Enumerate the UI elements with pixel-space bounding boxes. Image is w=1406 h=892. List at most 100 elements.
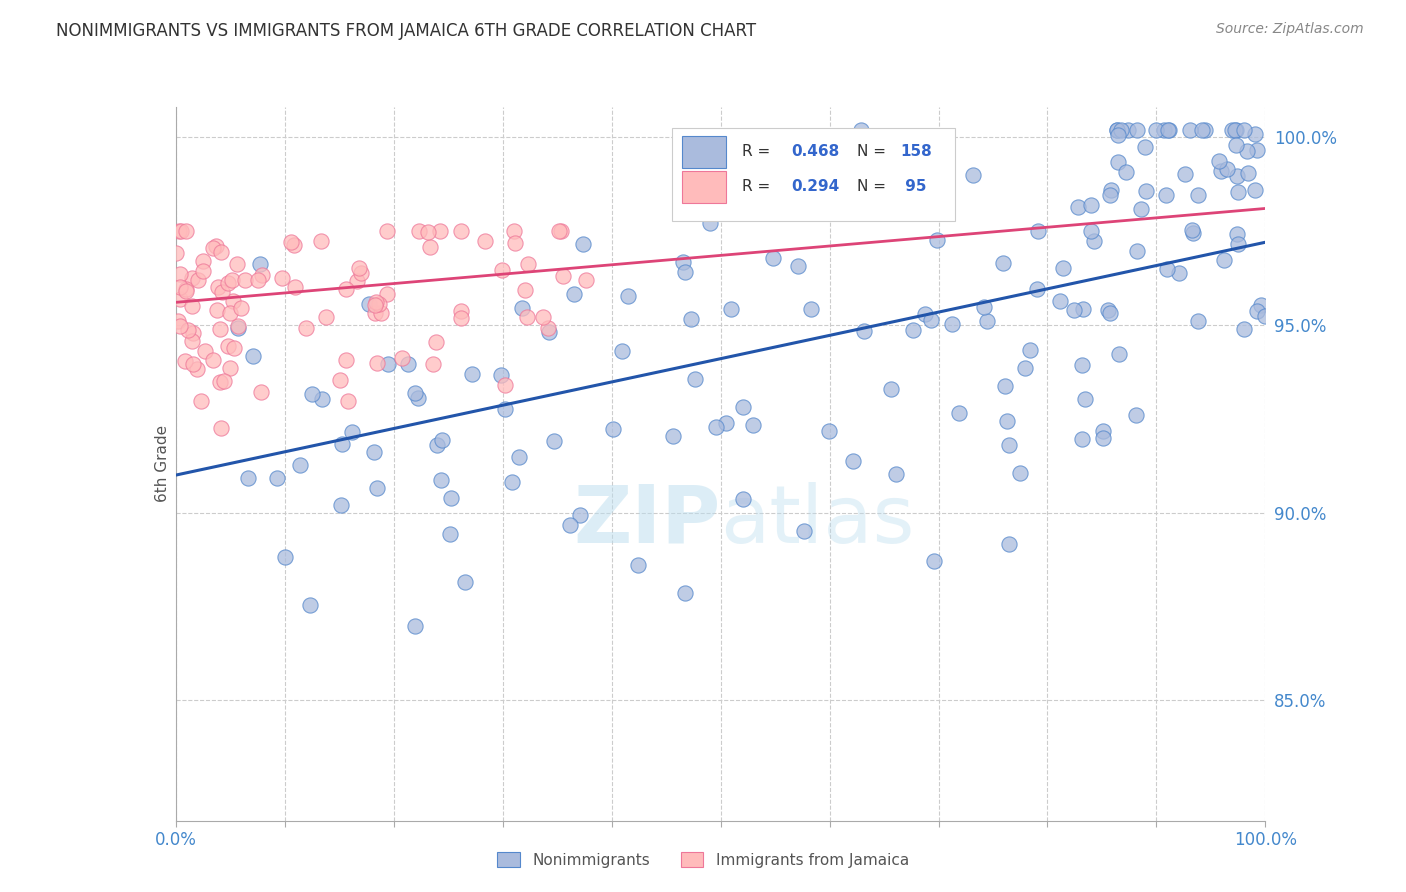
Point [191,253,214,268]
Point [991,256,1014,270]
Point [1049,293,1071,308]
Point [572,237,595,252]
Point [205,303,228,318]
Point [1187,188,1209,202]
Point [762,252,785,266]
Point [1174,167,1197,181]
Point [454,575,477,590]
Point [299,598,322,612]
Point [782,186,804,201]
Point [169,318,191,333]
Point [1154,188,1177,202]
Point [787,260,810,274]
Point [1107,122,1129,136]
Point [284,279,307,293]
Point [1091,431,1114,445]
Point [558,518,581,533]
Point [283,238,305,252]
Point [375,287,398,301]
Point [973,300,995,314]
Point [852,324,875,338]
Point [169,267,191,281]
Point [346,274,368,288]
Point [922,554,945,568]
Point [1244,127,1267,141]
Point [807,200,830,214]
Point [998,537,1021,551]
Point [181,334,204,349]
Point [1099,183,1122,197]
Point [1226,227,1249,241]
Point [1156,262,1178,277]
Text: N =: N = [856,179,890,194]
Point [396,357,419,371]
Point [1254,309,1277,323]
Point [375,224,398,238]
Point [1157,122,1180,136]
Point [948,406,970,420]
Point [169,224,191,238]
Point [242,350,264,364]
Point [543,434,565,448]
Point [1026,224,1049,238]
Point [169,292,191,306]
Point [914,307,936,321]
Point [1236,145,1258,159]
Point [976,314,998,328]
Point [844,151,866,165]
Point [191,263,214,277]
Point [995,414,1018,428]
Point [994,379,1017,393]
Point [494,377,516,392]
Point [997,438,1019,452]
Point [357,297,380,311]
Point [211,285,233,299]
Point [1126,244,1149,259]
Point [508,450,530,464]
Point [422,357,444,371]
Point [221,273,243,287]
Point [842,454,865,468]
Bar [682,136,725,168]
Point [450,304,472,318]
Point [335,282,357,296]
Point [575,273,598,287]
Point [800,302,823,317]
Point [186,361,208,376]
Point [720,301,742,316]
Point [1209,164,1232,178]
Point [537,321,560,335]
Point [406,391,429,405]
Point [1194,122,1216,136]
Point [377,357,399,371]
Point [1052,261,1074,276]
Point [1227,237,1250,252]
Point [212,375,235,389]
Point [673,265,696,279]
Point [225,257,247,271]
Point [1097,303,1119,318]
Point [201,352,224,367]
Point [616,289,638,303]
Point [367,297,389,311]
Point [217,277,239,291]
Point [329,373,352,387]
Point [295,320,318,334]
Point [714,416,737,430]
Point [404,618,426,632]
Point [391,351,413,365]
Point [1225,138,1247,153]
Point [208,376,231,390]
Point [1115,165,1137,179]
Point [1246,143,1268,157]
Point [250,268,273,283]
Point [174,282,197,296]
Text: R =: R = [742,179,776,194]
Point [450,310,472,325]
Point [233,273,256,287]
Point [408,224,430,238]
Point [503,235,526,250]
Point [209,421,232,435]
Point [733,491,755,506]
Point [1250,298,1272,312]
